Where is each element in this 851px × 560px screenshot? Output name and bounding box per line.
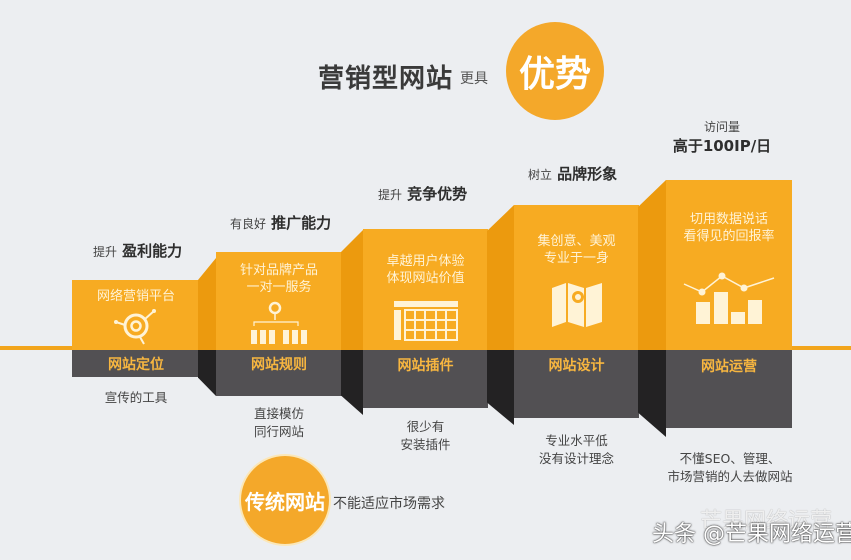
step-caption-5: 访问量 高于100IP/日: [672, 120, 772, 155]
highlight-text: 优势: [518, 54, 591, 95]
step-side-3: [341, 230, 363, 350]
step-caption-2: 有良好 推广能力: [230, 214, 332, 232]
step-label-bar-1: [72, 350, 200, 377]
step-dark-side-3: [341, 350, 363, 415]
traditional-point-3: 很少有 安装插件: [400, 419, 451, 452]
step-dark-side-4: [487, 350, 514, 425]
traditional-point-5: 不懂SEO、管理、 市场营销的人去做网站: [667, 451, 793, 484]
hierarchy-icon: [251, 301, 307, 344]
step-side-5: [638, 180, 666, 350]
traditional-point-4: 专业水平低 没有设计理念: [538, 433, 614, 466]
page-title: 营销型网站: [318, 64, 454, 94]
traditional-website-badge: 传统网站: [241, 456, 329, 544]
bar-chart-icon: [683, 272, 775, 324]
step-description-1: 网络营销平台: [96, 289, 175, 304]
watermark-ghost: 芒果网络运营: [700, 509, 833, 534]
step-label-bar-3: [363, 350, 488, 408]
step-side-4: [487, 205, 514, 350]
step-box-2: [216, 252, 342, 350]
grid-layout-icon: [394, 301, 458, 341]
step-side-2: [198, 258, 216, 350]
step-dark-side-5: [638, 350, 666, 437]
step-caption-3: 提升 竞争优势: [378, 185, 468, 203]
step-caption-4: 树立 品牌形象: [528, 165, 618, 183]
highlight-badge: 优势: [506, 22, 604, 120]
step-label-bar-4: [514, 350, 639, 418]
step-label-1: 网站定位: [108, 357, 164, 373]
traditional-point-1: 宣传的工具: [104, 390, 168, 405]
step-description-5: 切用数据说话 看得见的回报率: [683, 212, 775, 244]
step-dark-side-2: [198, 350, 216, 396]
traditional-note: 不能适应市场需求: [333, 496, 445, 512]
step-label-bar-5: [666, 350, 792, 428]
step-label-5: 网站运营: [701, 359, 757, 375]
step-caption-1: 提升 盈利能力: [93, 242, 183, 260]
step-description-4: 集创意、美观 专业于一身: [537, 234, 616, 266]
traditional-point-2: 直接模仿 同行网站: [253, 406, 304, 439]
step-label-2: 网站规则: [251, 357, 307, 373]
page-subtitle: 更具: [460, 71, 488, 87]
watermark: 头条 @芒果网络运营: [652, 522, 851, 547]
step-description-2: 针对品牌产品 一对一服务: [239, 263, 318, 295]
traditional-badge-text: 传统网站: [245, 489, 325, 514]
step-label-4: 网站设计: [548, 358, 605, 374]
step-box-5: [666, 180, 792, 350]
step-label-3: 网站插件: [397, 358, 454, 374]
step-box-4: [514, 205, 639, 350]
map-pin-icon: [552, 283, 602, 327]
step-description-3: 卓越用户体验 体现网站价值: [386, 254, 465, 286]
target-icon: [114, 309, 156, 345]
step-label-bar-2: [216, 350, 342, 396]
